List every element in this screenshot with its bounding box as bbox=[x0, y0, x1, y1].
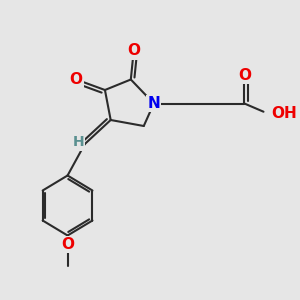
Text: H: H bbox=[73, 136, 84, 149]
Text: O: O bbox=[127, 44, 140, 59]
Text: O: O bbox=[238, 68, 251, 82]
Text: OH: OH bbox=[271, 106, 297, 122]
Text: O: O bbox=[70, 72, 83, 87]
Text: N: N bbox=[147, 96, 160, 111]
Text: O: O bbox=[61, 237, 74, 252]
